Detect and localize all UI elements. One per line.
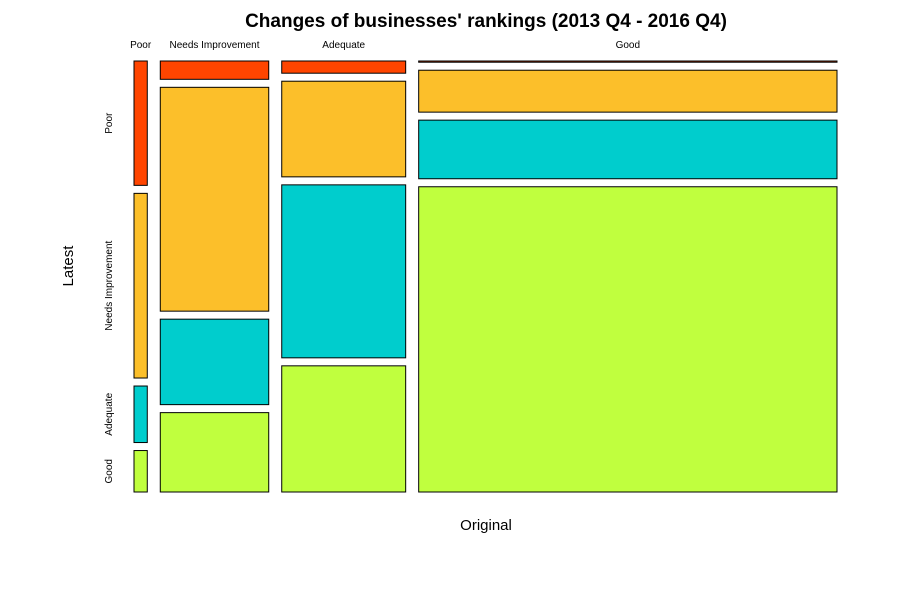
tile-good-to-needs-improvement <box>418 69 838 113</box>
tile-needs-improvement-to-adequate <box>159 318 270 406</box>
tile-adequate-to-needs-improvement <box>281 80 407 178</box>
chart-title: Changes of businesses' rankings (2013 Q4… <box>245 11 727 32</box>
y-category-label-poor: Poor <box>104 112 115 134</box>
y-category-label-adequate: Adequate <box>104 392 115 435</box>
x-category-label-poor: Poor <box>130 40 152 51</box>
tile-adequate-to-good <box>281 365 407 493</box>
tile-needs-improvement-to-good <box>159 412 270 493</box>
y-category-label-good: Good <box>104 459 115 483</box>
tile-poor-to-needs-improvement <box>133 192 148 379</box>
x-category-labels: Poor Needs Improvement Adequate Good <box>130 40 640 51</box>
tile-adequate-to-poor <box>281 60 407 74</box>
x-category-label-good: Good <box>616 40 640 51</box>
mosaic-tiles <box>133 60 838 493</box>
tile-good-to-good <box>418 186 838 493</box>
tile-poor-to-poor <box>133 60 148 186</box>
tile-needs-improvement-to-needs-improvement <box>159 86 270 312</box>
y-category-label-needs-improvement: Needs Improvement <box>104 240 115 330</box>
tile-needs-improvement-to-poor <box>159 60 270 80</box>
x-category-label-needs-improvement: Needs Improvement <box>169 40 259 51</box>
tile-adequate-to-adequate <box>281 184 407 359</box>
x-category-label-adequate: Adequate <box>322 40 365 51</box>
tile-good-to-adequate <box>418 119 838 180</box>
x-axis-label: Original <box>460 517 512 534</box>
tile-poor-to-adequate <box>133 385 148 444</box>
y-category-labels: Poor Needs Improvement Adequate Good <box>104 112 115 484</box>
y-axis-label: Latest <box>60 245 77 287</box>
tile-poor-to-good <box>133 450 148 493</box>
tile-good-to-poor <box>418 60 838 63</box>
